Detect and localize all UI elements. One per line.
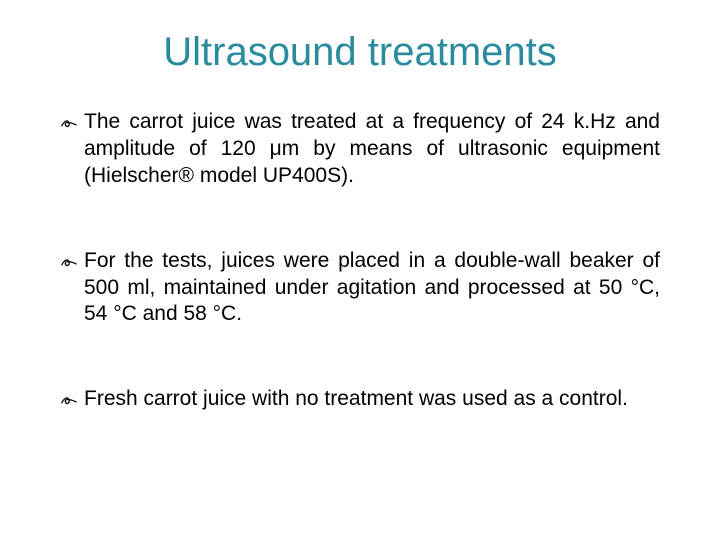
bullet-text: The carrot juice was treated at a freque… (84, 109, 660, 190)
list-item: The carrot juice was treated at a freque… (60, 109, 660, 190)
list-item: For the tests, juices were placed in a d… (60, 248, 660, 329)
list-item: Fresh carrot juice with no treatment was… (60, 386, 660, 413)
slide-title: Ultrasound treatments (60, 30, 660, 75)
bullet-text: Fresh carrot juice with no treatment was… (84, 386, 660, 413)
flourish-icon (60, 392, 78, 410)
flourish-icon (60, 254, 78, 272)
flourish-icon (60, 115, 78, 133)
bullet-text: For the tests, juices were placed in a d… (84, 248, 660, 329)
